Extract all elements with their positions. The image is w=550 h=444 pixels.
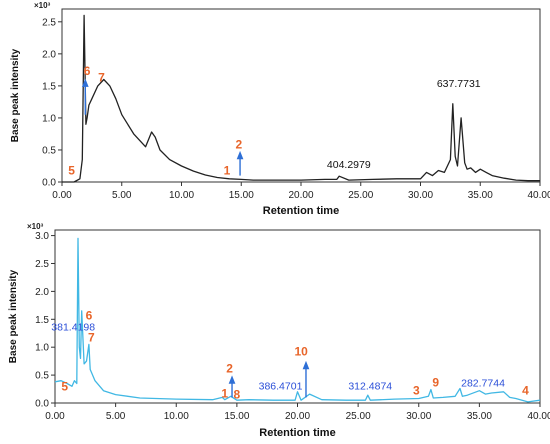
x-tick-label: 40.00 — [527, 411, 550, 422]
mz-value-label: 386.4701 — [259, 381, 303, 393]
y-axis-title: Base peak intensity — [8, 269, 19, 363]
y-tick-label: 2.5 — [42, 17, 56, 28]
plot-frame — [61, 8, 541, 183]
x-axis-title: Retention time — [259, 427, 335, 439]
y-tick-label: 2.0 — [35, 287, 49, 298]
peak-number-label: 8 — [234, 388, 241, 402]
series-line — [54, 237, 541, 403]
x-tick-label: 5.00 — [112, 190, 132, 201]
series-line — [62, 14, 540, 183]
x-tick-label: 0.00 — [45, 411, 65, 422]
y-multiplier-label: ×10³ — [34, 1, 51, 10]
peak-number-label: 2 — [226, 361, 233, 375]
y-tick-label: 2.0 — [42, 49, 56, 60]
x-tick-label: 35.00 — [468, 190, 493, 201]
x-tick-label: 30.00 — [408, 190, 433, 201]
y-tick-label: 2.5 — [35, 259, 49, 270]
mz-value-label: 381.4198 — [51, 321, 95, 333]
y-tick-label: 0.5 — [42, 145, 56, 156]
mz-value-label: 282.7744 — [461, 377, 505, 389]
y-tick-label: 1.0 — [35, 343, 49, 354]
x-tick-label: 30.00 — [406, 411, 431, 422]
x-tick-label: 25.00 — [346, 411, 371, 422]
x-tick-label: 40.00 — [527, 190, 550, 201]
x-tick-label: 5.00 — [106, 411, 126, 422]
x-tick-label: 15.00 — [229, 190, 254, 201]
x-tick-label: 10.00 — [169, 190, 194, 201]
y-tick-label: 0.0 — [42, 178, 56, 189]
y-tick-label: 0.0 — [35, 399, 49, 410]
peak-number-label: 1 — [221, 386, 228, 400]
peak-number-label: 5 — [61, 380, 68, 394]
mz-value-label: 637.7731 — [437, 78, 481, 90]
x-tick-label: 15.00 — [224, 411, 249, 422]
mz-value-label: 404.2979 — [327, 159, 371, 171]
x-tick-label: 35.00 — [467, 411, 492, 422]
y-multiplier-label: ×10³ — [27, 222, 44, 231]
y-tick-label: 1.5 — [42, 81, 56, 92]
peak-number-label: 6 — [84, 64, 91, 78]
x-tick-label: 20.00 — [285, 411, 310, 422]
peak-number-label: 1 — [224, 163, 231, 177]
peak-number-label: 7 — [98, 70, 105, 84]
y-tick-label: 0.5 — [35, 371, 49, 382]
peak-number-label: 6 — [86, 308, 93, 322]
top-chromatogram-panel: ×10³ 0.0 0.5 1.0 1.5 2.0 2.5 0.00 5.00 10.00 15.00… — [10, 1, 550, 217]
x-tick-label: 10.00 — [164, 411, 189, 422]
x-axis-title: Retention time — [263, 205, 339, 217]
y-axis-title: Base peak intensity — [10, 48, 21, 142]
peak-number-label: 2 — [236, 138, 243, 152]
y-tick-label: 1.5 — [35, 315, 49, 326]
peak-number-label: 5 — [68, 163, 75, 177]
peak-number-label: 3 — [413, 384, 420, 398]
x-tick-label: 20.00 — [288, 190, 313, 201]
peak-number-label: 9 — [432, 375, 439, 389]
y-tick-label: 1.0 — [42, 113, 56, 124]
mz-value-label: 312.4874 — [348, 381, 392, 393]
x-tick-label: 0.00 — [52, 190, 72, 201]
peak-number-label: 4 — [522, 384, 529, 398]
x-tick-label: 25.00 — [348, 190, 373, 201]
y-tick-label: 3.0 — [35, 231, 49, 242]
peak-number-label: 7 — [88, 331, 95, 345]
peak-number-label: 10 — [294, 345, 308, 359]
